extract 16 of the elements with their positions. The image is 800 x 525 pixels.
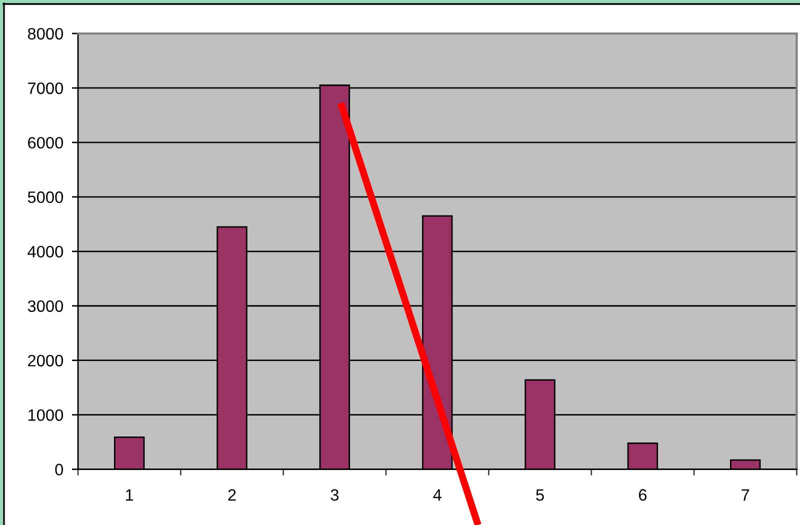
x-tick-label: 5: [536, 489, 544, 501]
y-tick-label: 7000: [28, 82, 64, 94]
y-tick-label: 4000: [28, 246, 64, 258]
x-tick-label: 4: [433, 489, 442, 501]
y-tick-label: 2000: [28, 354, 64, 366]
y-tick-label: 6000: [28, 136, 64, 149]
y-tick-label: 5000: [28, 191, 64, 204]
y-tick-label: 8000: [28, 28, 64, 40]
x-tick-label: 6: [638, 489, 647, 501]
y-tick-label: 0: [55, 464, 64, 476]
y-tick-label: 3000: [28, 300, 64, 312]
x-tick-label: 2: [228, 489, 236, 501]
x-tick-label: 7: [742, 489, 750, 501]
x-tick-label: 3: [330, 489, 339, 501]
y-tick-label: 1000: [28, 409, 64, 421]
x-tick-label: 1: [126, 489, 134, 501]
